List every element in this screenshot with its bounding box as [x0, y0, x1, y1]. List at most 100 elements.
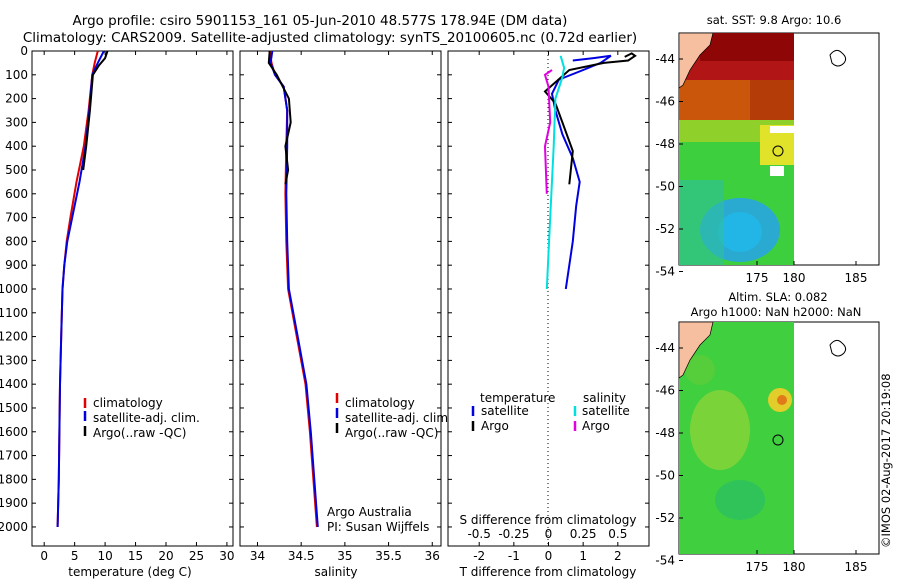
chatham-island-sla — [829, 339, 847, 357]
y-tick-label: 1800 — [0, 472, 28, 486]
salinity-axes-box — [239, 50, 442, 547]
legend-label-sal-satellite: satellite — [582, 404, 630, 418]
map-x-tick-label: 180 — [783, 271, 806, 285]
x-tick-label: -2 — [473, 549, 485, 563]
y-tick-label: 1100 — [0, 306, 28, 320]
salinity-panel: 34 34.5 35 35.5 36 salinity climatology sate… — [239, 50, 452, 579]
map-y-tick-label: -54 — [655, 554, 675, 568]
x-tick-label: 36 — [425, 549, 440, 563]
x-tick-label: 30 — [219, 549, 234, 563]
x-tick-label: 0 — [40, 549, 48, 563]
x-tick-label: 1 — [579, 549, 587, 563]
sst-map-title: sat. SST: 9.8 Argo: 10.6 — [707, 13, 842, 27]
sla-map-title-2: Argo h1000: NaN h2000: NaN — [691, 305, 862, 319]
map-y-tick-label: -54 — [655, 265, 675, 279]
y-tick-label: 1600 — [0, 425, 28, 439]
legend-title-temperature: temperature — [480, 391, 555, 405]
annotation-argo-australia: Argo Australia — [327, 505, 412, 519]
land-nz-sst — [678, 32, 714, 89]
x-top-tick-label: 0.25 — [570, 527, 597, 541]
y-tick-label: 1900 — [0, 496, 28, 510]
legend-label-argo: Argo(..raw -QC) — [345, 426, 438, 440]
x-tick-label: 34.5 — [288, 549, 315, 563]
legend-label-climatology: climatology — [93, 396, 163, 410]
y-tick-label: 1300 — [0, 353, 28, 367]
y-tick-label: 900 — [5, 258, 28, 272]
temperature-xlabel: temperature (deg C) — [68, 565, 191, 579]
temperature-axes-box — [31, 50, 234, 547]
y-tick-label: 300 — [5, 115, 28, 129]
map-x-tick-label: 175 — [746, 560, 769, 574]
legend-title-salinity: salinity — [583, 391, 626, 405]
x-tick-label: 20 — [158, 549, 173, 563]
float-position-sst — [772, 145, 784, 157]
x-tick-label: -1 — [508, 549, 520, 563]
legend-label-satellite: satellite-adj. clim. — [345, 411, 452, 425]
series-line-salinity-satellite — [545, 55, 566, 290]
sst-map: sat. SST: 9.8 Argo: 10.6 -44 -46 -48 -50 -52… — [655, 13, 880, 285]
series-line-temperature-argo — [543, 52, 637, 185]
y-tick-label: 200 — [5, 92, 28, 106]
x-tick-label: 15 — [128, 549, 143, 563]
x-tick-label: 5 — [71, 549, 79, 563]
x-tick-label: 10 — [97, 549, 112, 563]
map-y-tick-label: -50 — [655, 469, 675, 483]
salinity-xlabel: salinity — [314, 565, 357, 579]
sla-map: Altim. SLA: 0.082 Argo h1000: NaN h2000:… — [655, 290, 880, 574]
sst-field — [679, 33, 794, 265]
imos-footer: ©IMOS 02-Aug-2017 20:19:08 — [879, 373, 893, 548]
x-top-tick-label: -0.25 — [498, 527, 529, 541]
title-line-1: Argo profile: csiro 5901153_161 05-Jun-2… — [73, 13, 568, 29]
y-tick-label: 1700 — [0, 449, 28, 463]
map-y-tick-label: -50 — [655, 180, 675, 194]
map-x-tick-label: 175 — [746, 271, 769, 285]
x-tick-label: 34 — [250, 549, 265, 563]
legend-label-climatology: climatology — [345, 396, 415, 410]
legend-label-temp-satellite: satellite — [481, 404, 529, 418]
legend-label-argo: Argo(..raw -QC) — [93, 426, 186, 440]
map-y-tick-label: -46 — [655, 384, 675, 398]
y-tick-label: 700 — [5, 211, 28, 225]
series-line-argo-raw-qc- — [82, 50, 109, 171]
float-position-sla — [772, 434, 784, 446]
series-line-satellite-adj-clim- — [269, 50, 319, 528]
salinity-legend: climatology satellite-adj. clim. Argo(..… — [335, 393, 452, 440]
sla-field — [679, 322, 794, 554]
temperature-panel: 0100200300400500600700800900100011001200… — [0, 44, 235, 579]
x-top-tick-label: 0.5 — [608, 527, 627, 541]
series-line-argo-raw-qc- — [267, 50, 292, 185]
land-nz-sla — [678, 321, 714, 379]
map-y-tick-label: -44 — [655, 341, 675, 355]
temperature-diff-xlabel: T difference from climatology — [459, 565, 637, 579]
sla-map-title-1: Altim. SLA: 0.082 — [728, 290, 827, 304]
chatham-island-sst — [829, 49, 847, 67]
map-x-tick-label: 185 — [845, 560, 868, 574]
y-tick-label: 1500 — [0, 401, 28, 415]
y-tick-label: 0 — [20, 44, 28, 58]
y-tick-label: 2000 — [0, 520, 28, 534]
x-tick-label: 0 — [545, 549, 553, 563]
salinity-diff-xlabel: S difference from climatology — [460, 513, 637, 527]
y-tick-label: 500 — [5, 163, 28, 177]
map-y-tick-label: -48 — [655, 137, 675, 151]
x-tick-label: 35.5 — [375, 549, 402, 563]
x-tick-label: 2 — [614, 549, 622, 563]
annotation-pi: PI: Susan Wijffels — [327, 520, 429, 534]
y-tick-label: 800 — [5, 234, 28, 248]
x-tick-label: 35 — [337, 549, 352, 563]
map-y-tick-label: -48 — [655, 426, 675, 440]
x-top-tick-label: -0.5 — [467, 527, 490, 541]
map-x-tick-label: 180 — [783, 560, 806, 574]
difference-panel: -2 -1 0 1 2 S difference from climatology -0… — [447, 50, 650, 579]
x-top-tick-label: 0 — [545, 527, 553, 541]
map-x-tick-label: 185 — [845, 271, 868, 285]
map-y-tick-label: -52 — [655, 511, 675, 525]
temperature-legend: climatology satellite-adj. clim. Argo(..… — [83, 396, 200, 440]
y-tick-label: 1200 — [0, 330, 28, 344]
y-tick-label: 1000 — [0, 282, 28, 296]
map-y-tick-label: -52 — [655, 222, 675, 236]
series-line-salinity-argo — [543, 69, 553, 194]
y-tick-label: 600 — [5, 187, 28, 201]
